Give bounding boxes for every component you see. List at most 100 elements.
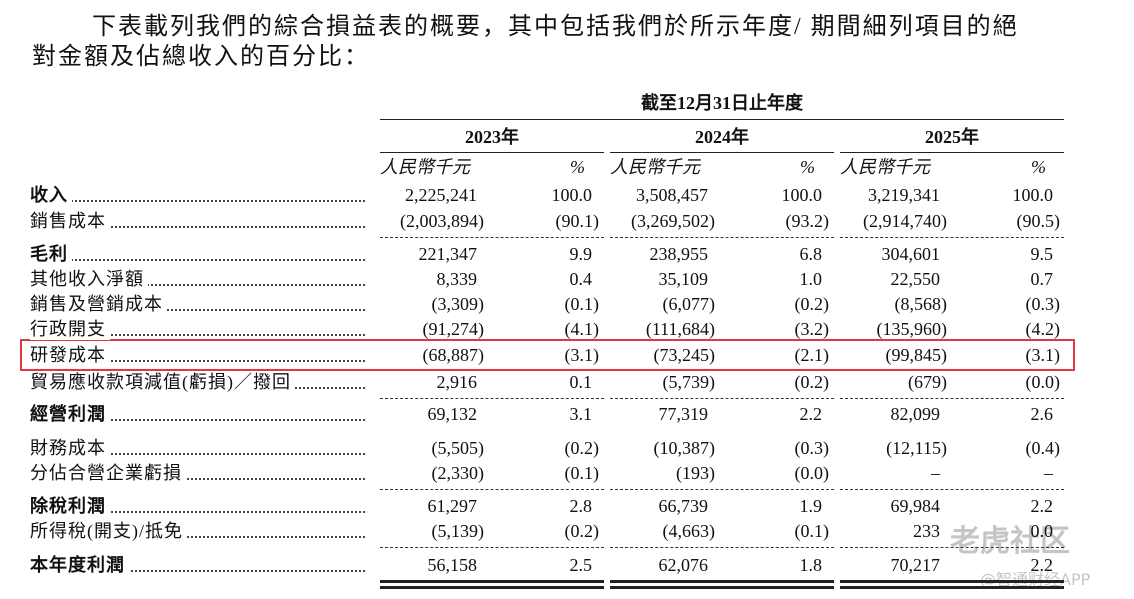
row-label: 收入 (30, 184, 72, 206)
leader-dots (30, 200, 365, 202)
amount-cell: (679) (908, 372, 947, 392)
period-header: 截至12月31日止年度 (641, 93, 803, 113)
subtotal-rule (840, 547, 1064, 548)
year-header: 2023年 (465, 127, 519, 147)
year-header: 2025年 (925, 127, 979, 147)
watermark-credit: @智通财经APP (980, 570, 1091, 589)
pct-cell: (3.1) (564, 345, 600, 365)
year-header: 2024年 (695, 127, 749, 147)
amount-cell: (2,914,740) (863, 211, 947, 231)
row-label: 分佔合營企業虧損 (30, 462, 186, 484)
row-label: 經營利潤 (30, 403, 110, 425)
total-rule (380, 586, 604, 589)
amount-cell: – (931, 463, 940, 483)
pct-cell: 2.2 (1030, 496, 1054, 516)
pct-cell: (0.2) (564, 521, 600, 541)
pct-unit: % (570, 157, 585, 177)
pct-cell: 2.2 (799, 404, 823, 424)
leader-dots (30, 259, 365, 261)
subtotal-rule (380, 237, 604, 238)
amount-cell: (10,387) (653, 438, 716, 458)
pct-unit: % (1031, 157, 1046, 177)
row-label: 貿易應收款項減值(虧損)／撥回 (30, 371, 295, 393)
amount-unit: 人民幣千元 (380, 157, 470, 177)
leader-dots (30, 309, 365, 311)
amount-cell: 238,955 (649, 244, 709, 264)
pct-cell: 0.1 (569, 372, 593, 392)
total-rule (610, 586, 834, 589)
amount-cell: 77,319 (658, 404, 709, 424)
amount-cell: 221,347 (418, 244, 478, 264)
pct-cell: (0.2) (564, 438, 600, 458)
subtotal-rule (840, 398, 1064, 399)
amount-cell: 61,297 (427, 496, 478, 516)
amount-cell: 82,099 (890, 404, 941, 424)
row-label: 研發成本 (30, 344, 110, 366)
subtotal-rule (380, 398, 604, 399)
leader-dots (30, 360, 365, 362)
pct-cell: (0.2) (794, 372, 830, 392)
pct-cell: 3.1 (569, 404, 593, 424)
amount-cell: 70,217 (890, 555, 941, 575)
pct-unit: % (800, 157, 815, 177)
amount-cell: (4,663) (662, 521, 716, 541)
pct-cell: 1.0 (799, 269, 823, 289)
pct-cell: 0.7 (1030, 269, 1054, 289)
subtotal-rule (610, 398, 834, 399)
leader-dots (30, 453, 365, 455)
row-label: 本年度利潤 (30, 554, 129, 576)
pct-cell: (0.0) (1025, 372, 1061, 392)
leader-dots (30, 478, 365, 480)
subtotal-rule (610, 547, 834, 548)
pct-cell: (93.2) (785, 211, 830, 231)
pct-cell: (3.1) (1025, 345, 1061, 365)
row-label: 其他收入淨額 (30, 268, 148, 290)
amount-cell: (6,077) (662, 294, 716, 314)
pct-cell: (4.2) (1025, 319, 1061, 339)
pct-cell: 2.2 (1030, 555, 1054, 575)
pct-cell: (0.3) (794, 438, 830, 458)
total-rule (840, 586, 1064, 589)
amount-cell: (135,960) (876, 319, 948, 339)
row-label: 財務成本 (30, 437, 110, 459)
year-rule (380, 152, 604, 153)
total-rule (610, 580, 834, 583)
pct-cell: 2.5 (569, 555, 593, 575)
pct-cell: (4.1) (564, 319, 600, 339)
pct-cell: 0.0 (1030, 521, 1054, 541)
total-rule (840, 580, 1064, 583)
amount-cell: (91,274) (422, 319, 485, 339)
pct-cell: (90.1) (555, 211, 600, 231)
amount-cell: 56,158 (427, 555, 478, 575)
amount-cell: (8,568) (894, 294, 948, 314)
amount-cell: 35,109 (658, 269, 709, 289)
highlight-box (20, 339, 1075, 371)
intro-line: 對金額及佔總收入的百分比： (32, 44, 370, 70)
amount-cell: 62,076 (658, 555, 709, 575)
amount-cell: 69,984 (890, 496, 941, 516)
row-label: 除稅利潤 (30, 495, 110, 517)
row-label: 銷售及營銷成本 (30, 293, 167, 315)
amount-cell: 69,132 (427, 404, 478, 424)
amount-cell: (111,684) (645, 319, 715, 339)
pct-cell: 9.5 (1030, 244, 1054, 264)
amount-cell: 3,219,341 (868, 185, 940, 205)
year-rule (840, 152, 1064, 153)
header-rule (380, 119, 1064, 120)
leader-dots (30, 570, 365, 572)
amount-cell: (2,003,894) (400, 211, 484, 231)
amount-cell: (193) (676, 463, 715, 483)
amount-cell: (68,887) (422, 345, 485, 365)
pct-cell: (0.1) (564, 294, 600, 314)
amount-cell: (5,739) (662, 372, 716, 392)
amount-cell: 2,916 (436, 372, 478, 392)
pct-cell: 1.9 (799, 496, 823, 516)
subtotal-rule (380, 547, 604, 548)
amount-cell: 304,601 (881, 244, 941, 264)
amount-cell: 233 (913, 521, 940, 541)
pct-cell: (0.4) (1025, 438, 1061, 458)
subtotal-rule (610, 489, 834, 490)
pct-cell: 100.0 (1012, 185, 1054, 205)
leader-dots (30, 226, 365, 228)
